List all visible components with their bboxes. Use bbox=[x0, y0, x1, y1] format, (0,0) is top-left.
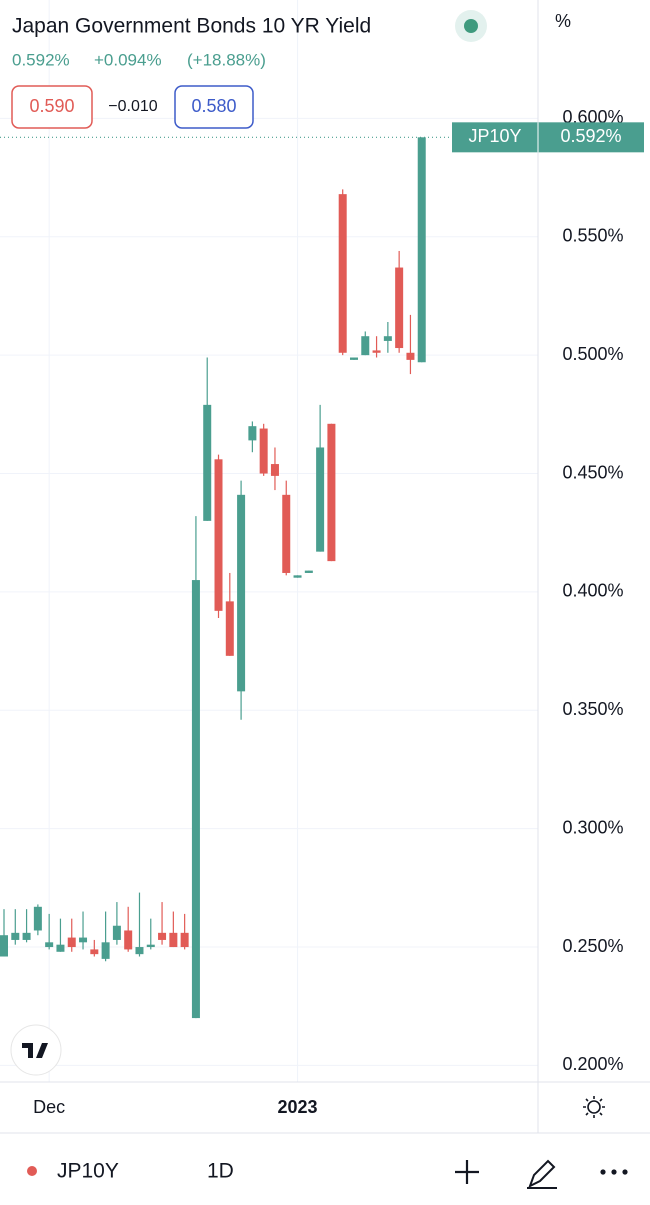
price-label-box bbox=[452, 122, 644, 153]
x-tick-label: Dec bbox=[33, 1097, 65, 1117]
price-label: JP10Y 0.592% bbox=[452, 122, 644, 153]
candle-body bbox=[338, 194, 347, 353]
ask[interactable]: 0.580 bbox=[191, 96, 236, 116]
price-label-symbol: JP10Y bbox=[468, 126, 521, 146]
toolbar-interval[interactable]: 1D bbox=[207, 1160, 234, 1183]
more-icon[interactable] bbox=[600, 1169, 628, 1175]
chart-title: Japan Government Bonds 10 YR Yield bbox=[12, 15, 371, 38]
bid-box[interactable] bbox=[11, 85, 93, 129]
y-tick-label: 0.600% bbox=[562, 107, 623, 127]
candle-body bbox=[417, 137, 426, 363]
settings-icon[interactable] bbox=[583, 1096, 605, 1118]
x-tick-label: 2023 bbox=[278, 1097, 318, 1117]
candle-body bbox=[0, 935, 8, 957]
candle-body bbox=[282, 494, 291, 573]
candle-body bbox=[169, 932, 178, 948]
candle-body bbox=[237, 494, 246, 692]
candle-body bbox=[146, 944, 155, 948]
candle-body bbox=[395, 267, 404, 349]
candle-body bbox=[270, 464, 279, 476]
candle-body bbox=[101, 942, 110, 959]
candle-body bbox=[372, 350, 381, 353]
price-label-value: 0.592% bbox=[560, 126, 621, 146]
y-tick-label: 0.400% bbox=[562, 581, 623, 601]
candle-body bbox=[259, 428, 268, 474]
symbol-dot bbox=[27, 1166, 37, 1176]
candle-body bbox=[327, 423, 336, 562]
candle-body bbox=[90, 949, 99, 955]
candle-body bbox=[158, 932, 167, 940]
candle-body bbox=[293, 575, 302, 578]
candle-body bbox=[304, 570, 313, 573]
candle-body bbox=[33, 906, 42, 931]
change: +0.094% bbox=[94, 50, 162, 69]
candle-body bbox=[203, 404, 212, 521]
candle-body bbox=[135, 947, 144, 955]
draw-icon[interactable] bbox=[527, 1159, 557, 1189]
logo-badge[interactable] bbox=[10, 1024, 62, 1076]
candle-body bbox=[124, 930, 133, 950]
logo bbox=[22, 1043, 48, 1058]
y-tick-label: 0.200% bbox=[562, 1054, 623, 1074]
y-tick-label: 0.300% bbox=[562, 817, 623, 837]
candle-body bbox=[316, 447, 325, 552]
candle-body bbox=[248, 426, 257, 441]
y-tick-label: 0.350% bbox=[562, 699, 623, 719]
candle-body bbox=[112, 925, 121, 940]
time-axis: Dec 2023 bbox=[33, 1097, 317, 1117]
last-value: 0.592% bbox=[12, 50, 70, 69]
y-tick-label: 0.250% bbox=[562, 936, 623, 956]
candle-body bbox=[79, 937, 88, 943]
spread: −0.010 bbox=[108, 98, 157, 115]
plot bbox=[0, 0, 538, 1082]
y-tick-label: 0.550% bbox=[562, 226, 623, 246]
candle-body bbox=[191, 580, 200, 1019]
add-icon[interactable] bbox=[455, 1160, 479, 1184]
change-percent: (+18.88%) bbox=[187, 50, 266, 69]
unit-label: % bbox=[555, 11, 571, 31]
candle-body bbox=[180, 932, 189, 948]
bid[interactable]: 0.590 bbox=[29, 96, 74, 116]
candle-body bbox=[349, 357, 358, 360]
candle-body bbox=[67, 937, 76, 948]
toolbar-symbol[interactable]: JP10Y bbox=[57, 1160, 119, 1183]
candle-body bbox=[225, 601, 234, 656]
candle-body bbox=[383, 336, 392, 341]
candle-body bbox=[361, 336, 370, 356]
price-axis: 0.200% 0.250% 0.300% 0.350% 0.400% 0.450% 0.50… bbox=[562, 107, 623, 1074]
y-tick-label: 0.450% bbox=[562, 462, 623, 482]
y-tick-label: 0.500% bbox=[562, 344, 623, 364]
candle-body bbox=[56, 944, 65, 952]
candle-body bbox=[45, 942, 54, 948]
candle-body bbox=[22, 932, 31, 940]
candle-body bbox=[11, 932, 20, 940]
candle-body bbox=[214, 459, 223, 611]
candle-body bbox=[406, 352, 415, 360]
status-dot bbox=[464, 19, 478, 33]
ask-box[interactable] bbox=[174, 85, 254, 129]
